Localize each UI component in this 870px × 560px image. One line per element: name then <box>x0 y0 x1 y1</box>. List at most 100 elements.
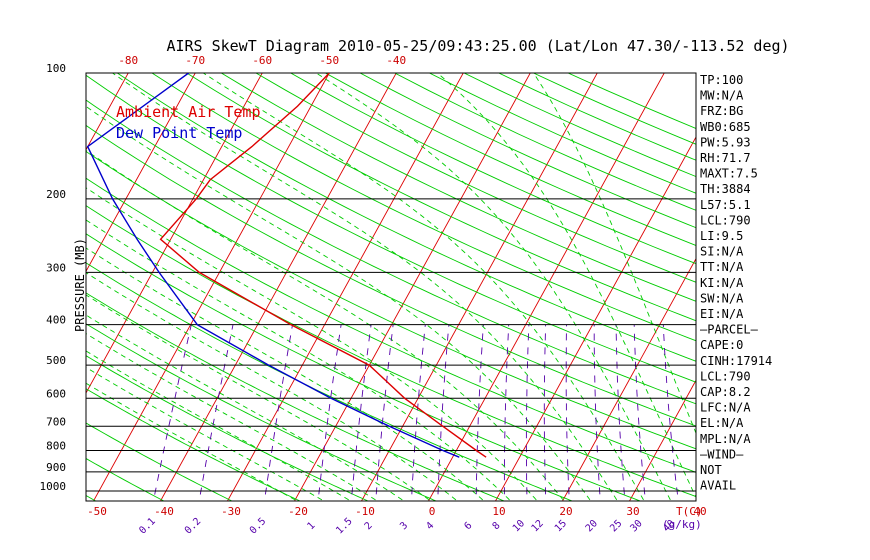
mixing-ratio-line <box>350 324 372 501</box>
bottom-temp-tick-label: -30 <box>221 505 241 518</box>
top-temp-tick-label: -60 <box>252 54 272 67</box>
mixing-ratio-label: 6 <box>463 520 475 532</box>
pressure-tick-labels: 100 200 300 400 500 600 700 800 900 1000 <box>40 62 67 493</box>
index-entry: —PARCEL— <box>700 323 759 337</box>
mixing-ratio-line <box>410 324 426 501</box>
bottom-temp-tick-label: -50 <box>87 505 107 518</box>
top-temp-tick-label: -70 <box>185 54 205 67</box>
mixing-ratio-label: 15 <box>553 518 569 534</box>
mixing-ratio-label: 4 <box>424 520 436 532</box>
isotherm-line <box>92 73 330 501</box>
bottom-temp-tick-label: 0 <box>429 505 436 518</box>
dry-adiabat-line <box>86 323 438 501</box>
mixing-ratio-label: 1 <box>305 520 317 532</box>
pressure-tick-label: 900 <box>46 461 66 474</box>
isotherm-line <box>0 32 84 508</box>
x-axis-label: T(C) <box>676 505 703 518</box>
isotherm-line <box>86 73 129 151</box>
pressure-tick-label: 800 <box>46 439 66 452</box>
dry-adiabat-line <box>86 150 696 450</box>
index-entry: PW:5.93 <box>700 135 751 149</box>
dry-adiabat-line <box>86 458 165 501</box>
isotherm-line <box>293 73 531 501</box>
dry-adiabat-line <box>86 262 574 501</box>
index-entry: MAXT:7.5 <box>700 167 758 181</box>
mixing-ratio-line <box>152 324 192 501</box>
mixing-ratio-line <box>375 324 394 501</box>
mixing-ratio-line <box>633 324 646 501</box>
dry-adiabat-line <box>393 73 696 211</box>
moist-adiabat-line <box>86 272 457 501</box>
index-entry: RH:71.7 <box>700 151 751 165</box>
mixing-ratio-label: 12 <box>530 518 546 534</box>
mixing-ratio-line <box>593 324 601 501</box>
moist-adiabat-line <box>86 149 564 501</box>
index-entry: SI:N/A <box>700 245 744 259</box>
moist-adiabat-line <box>86 219 510 501</box>
index-entry: LI:9.5 <box>700 229 743 243</box>
index-entry: LCL:790 <box>700 213 751 227</box>
index-entry: SW:N/A <box>700 291 744 305</box>
index-entry: L57:5.1 <box>700 198 751 212</box>
index-entry: TP:100 <box>700 73 743 87</box>
pressure-tick-label: 300 <box>46 261 66 274</box>
legend-dew-point: Dew Point Temp <box>116 124 242 142</box>
bottom-temp-tick-label: 30 <box>626 505 639 518</box>
moist-adiabat-line <box>86 333 376 501</box>
dry-adiabat-line <box>428 73 696 194</box>
pressure-tick-label: 400 <box>46 314 66 327</box>
index-entry: CAPE:0 <box>700 338 743 352</box>
index-entry: FRZ:BG <box>700 104 743 118</box>
mixing-ratio-line <box>437 324 450 501</box>
index-entry: LFC:N/A <box>700 401 751 415</box>
mixing-ratio-label: 8 <box>491 520 503 532</box>
dry-adiabat-line <box>185 73 696 322</box>
moist-adiabat-line <box>86 247 484 501</box>
mixing-ratio-line <box>525 324 530 501</box>
index-entry: CINH:17914 <box>700 354 772 368</box>
mixing-ratio-unit: (g/kg) <box>662 518 702 531</box>
mixing-ratio-line <box>503 324 510 501</box>
plot-frame <box>85 72 697 502</box>
index-entry: LCL:790 <box>700 369 751 383</box>
mixing-ratio-line <box>662 324 679 501</box>
dry-adiabat-line <box>116 73 696 362</box>
bottom-temp-tick-label: 20 <box>559 505 572 518</box>
mixing-ratio-line <box>543 324 547 501</box>
mixing-ratio-line <box>264 324 293 501</box>
dry-adiabat-line <box>359 73 696 229</box>
dry-adiabat-line <box>151 73 696 342</box>
moist-adiabat-line <box>533 73 696 435</box>
moist-adiabat-line <box>86 314 403 501</box>
bottom-temp-tick-label: -20 <box>288 505 308 518</box>
index-entry: MPL:N/A <box>700 432 751 446</box>
mixing-ratio-label: 0.5 <box>248 516 269 537</box>
chart-title: AIRS SkewT Diagram 2010-05-25/09:43:25.0… <box>166 37 789 55</box>
bottom-temp-tick-label: 40 <box>693 505 706 518</box>
mixing-ratio-label: 25 <box>608 518 624 534</box>
dry-adiabat-line <box>86 99 696 405</box>
index-entry: WB0:685 <box>700 120 751 134</box>
pressure-tick-label: 600 <box>46 387 66 400</box>
mixing-ratio-label: 20 <box>584 518 600 534</box>
moist-adiabat-lines <box>86 73 696 501</box>
dry-adiabat-line <box>86 292 506 501</box>
mixing-ratio-label: 30 <box>628 518 644 534</box>
dry-adiabat-line <box>220 73 696 302</box>
dry-adiabat-line <box>86 388 301 501</box>
moist-adiabat-line <box>437 73 696 499</box>
air-temp-profile-line <box>159 73 487 458</box>
legend: Ambient Air Temp Dew Point Temp <box>116 103 261 142</box>
mixing-ratio-label: 0.1 <box>137 516 158 537</box>
isotherm-line <box>0 32 17 508</box>
index-entry: CAP:8.2 <box>700 385 751 399</box>
pressure-tick-label: 1000 <box>40 480 67 493</box>
mixing-ratio-line <box>615 324 626 501</box>
dew-point-profile-line <box>86 73 460 458</box>
y-axis-label: PRESSURE (MB) <box>73 238 87 332</box>
moist-adiabat-line <box>86 366 323 501</box>
isotherm-line <box>628 379 696 501</box>
moist-adiabat-line <box>315 73 671 501</box>
